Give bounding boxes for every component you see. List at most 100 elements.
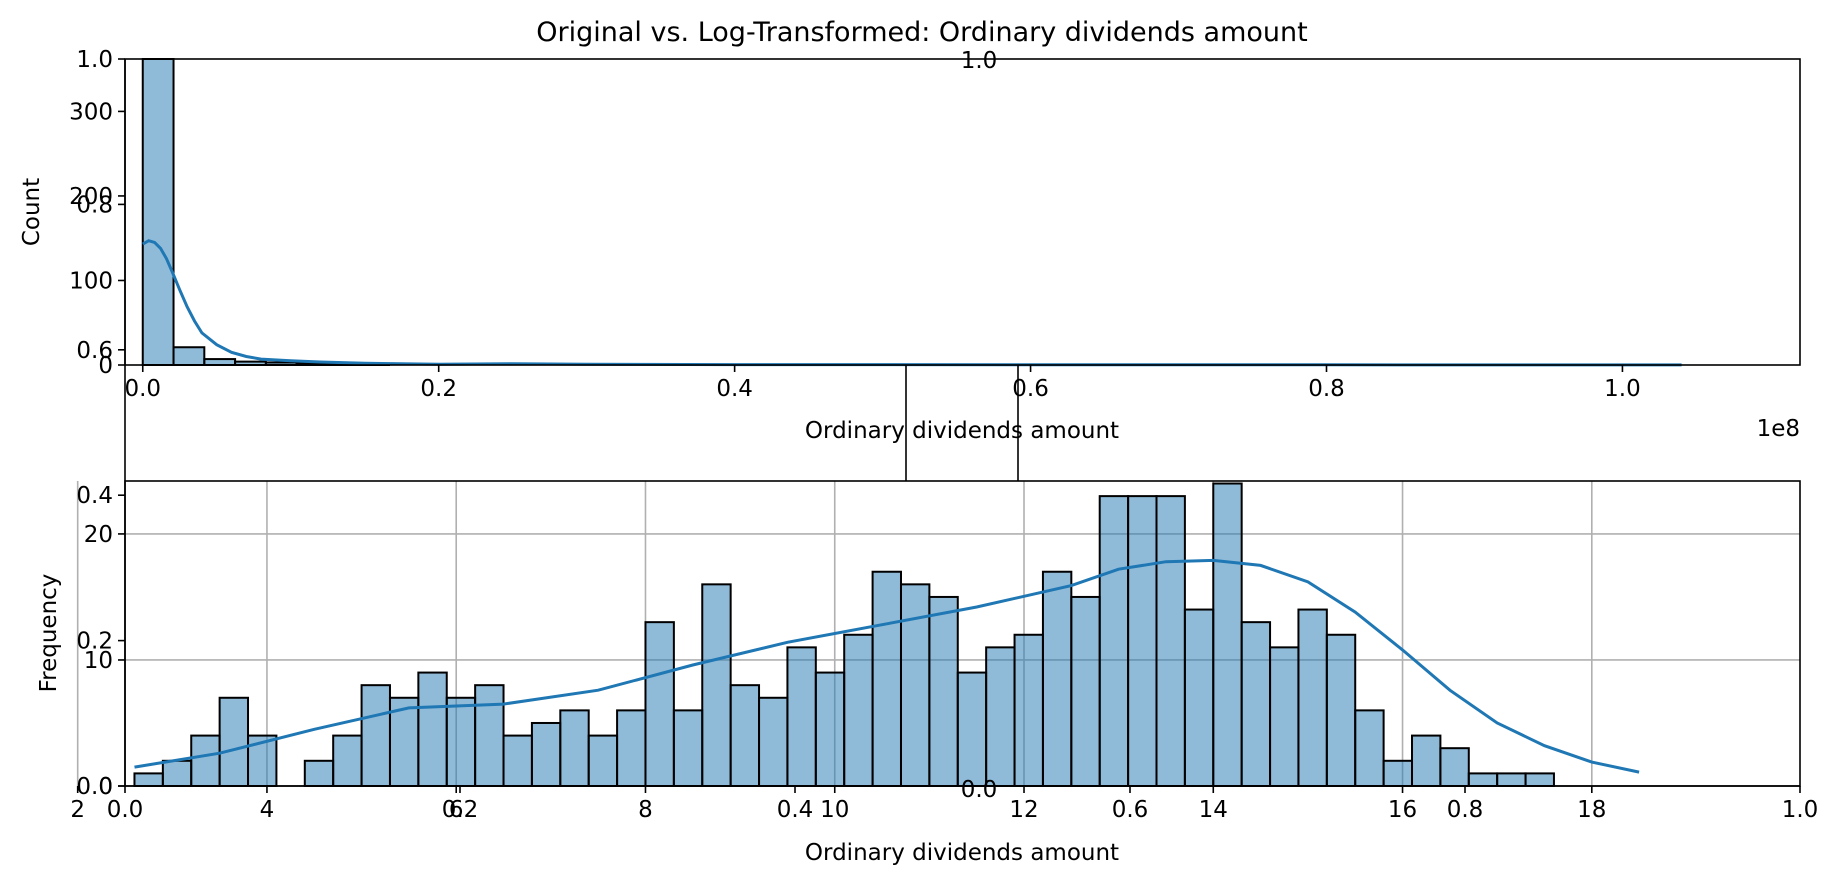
histogram-bar — [758, 696, 789, 787]
kde-line-original — [142, 239, 1682, 367]
histogram-bar — [559, 709, 590, 788]
overlay-bottom-ticks: 0.0 0.2 0.4 0.6 0.8 1.0 — [107, 786, 1819, 823]
x-tick-label: 18 — [1577, 797, 1606, 823]
y-axis-label-original: Count — [19, 178, 45, 246]
histogram-bar — [1240, 621, 1272, 788]
overlay-y-tick-label: 1.0 — [76, 47, 113, 73]
overlay-center-tick: 0.0 — [961, 777, 998, 803]
histogram-bar — [587, 734, 619, 788]
x-offset-text: 1e8 — [1757, 416, 1800, 442]
x-tick-label: 6 — [449, 797, 464, 823]
chart-title: Original vs. Log-Transformed: Ordinary d… — [536, 17, 1307, 48]
kde-line-log — [134, 558, 1640, 774]
y-axis-label-log: Frequency — [36, 574, 62, 693]
overlay-x-tick-label: 0.8 — [1447, 797, 1484, 823]
y-tick-label: 200 — [69, 184, 113, 210]
histogram-bar — [417, 671, 448, 787]
histogram-bar — [1269, 646, 1300, 788]
histogram-bar — [985, 646, 1016, 788]
x-tick-label: 16 — [1388, 797, 1417, 823]
x-tick-label: 0.2 — [420, 376, 457, 402]
histogram-bar — [1098, 495, 1130, 787]
overlay-y-tick-label: 0.0 — [76, 774, 113, 800]
x-ticks-original: 0.0 0.2 0.4 0.6 0.8 1.0 — [124, 365, 1641, 402]
y-tick-label: 0 — [98, 774, 113, 800]
histogram-bar — [161, 759, 193, 788]
x-tick-label: 4 — [260, 797, 275, 823]
histogram-bar — [1439, 747, 1470, 787]
histogram-bar — [530, 721, 562, 787]
histogram-bar — [502, 734, 533, 788]
bars-log — [133, 482, 1555, 788]
histogram-bar — [928, 595, 959, 788]
overlay-axes: 1.0 0.8 0.6 0.4 0.2 0.0 0.0 0.2 0.4 0.6 0.8 1.0 1.… — [76, 47, 1818, 823]
histogram-bar — [899, 583, 931, 787]
histogram-bar — [1354, 709, 1385, 788]
overlay-x-tick-label: 0.2 — [442, 797, 479, 823]
y-ticks-log: 0 10 20 — [84, 522, 125, 800]
histogram-bar — [141, 58, 175, 366]
histogram-bar — [786, 646, 817, 788]
histogram-bar — [1183, 608, 1215, 787]
histogram-bar — [1297, 608, 1328, 787]
histogram-bar — [190, 734, 221, 788]
y-tick-label: 300 — [69, 99, 113, 125]
x-tick-label: 0.0 — [124, 376, 161, 402]
overlay-x-tick-label: 0.0 — [107, 797, 144, 823]
histogram-bar — [1155, 495, 1186, 787]
overlay-y-tick-label: 0.2 — [76, 629, 113, 655]
histogram-bar — [956, 671, 988, 787]
histogram-bar — [1041, 570, 1073, 787]
overlay-x-tick-label: 1.0 — [1782, 797, 1819, 823]
histogram-original: Original vs. Log-Transformed: Ordinary d… — [19, 17, 1801, 444]
histogram-bar — [644, 621, 675, 788]
bars-original — [141, 58, 390, 367]
histogram-bar — [1070, 595, 1101, 788]
histogram-bar — [871, 570, 902, 787]
overlay-left-ticks: 1.0 0.8 0.6 0.4 0.2 0.0 — [76, 47, 125, 800]
x-tick-label: 10 — [820, 797, 849, 823]
histogram-bar — [814, 671, 846, 787]
x-tick-label: 0.4 — [716, 376, 753, 402]
x-tick-label: 0.8 — [1308, 376, 1345, 402]
y-tick-label: 0 — [98, 353, 113, 379]
x-tick-label: 8 — [638, 797, 653, 823]
histogram-bar — [172, 346, 206, 367]
y-tick-label: 20 — [84, 522, 113, 548]
histogram-log: 2 4 6 8 10 12 14 16 18 0 10 20 Frequency Ordinary … — [36, 480, 1801, 866]
histogram-bar — [616, 709, 647, 788]
y-tick-label: 10 — [84, 648, 113, 674]
histogram-bar — [729, 684, 761, 788]
x-axis-label-original: Ordinary dividends amount — [805, 418, 1119, 444]
histogram-bar — [1382, 759, 1414, 788]
histogram-bar — [332, 734, 363, 788]
histogram-bar — [303, 759, 335, 788]
histogram-bar — [1212, 482, 1243, 787]
x-ticks-log: 2 4 6 8 10 12 14 16 18 — [70, 786, 1606, 823]
x-axis-label-log: Ordinary dividends amount — [805, 840, 1119, 866]
histogram-bar — [445, 696, 477, 787]
histogram-bar — [843, 633, 874, 787]
histogram-bar — [203, 358, 237, 367]
overlay-y-tick-label: 0.6 — [76, 338, 113, 364]
histogram-bar — [1496, 772, 1527, 787]
x-tick-label: 12 — [1009, 797, 1038, 823]
histogram-bar — [1127, 495, 1158, 787]
histogram-bar — [474, 684, 505, 788]
overlay-x-tick-label: 0.6 — [1112, 797, 1149, 823]
plot-frame-original — [124, 58, 1801, 366]
histogram-bar — [672, 709, 704, 788]
y-ticks-original: 0 100 200 300 — [69, 99, 125, 379]
x-tick-label: 1.0 — [1604, 376, 1641, 402]
histogram-bar — [1467, 772, 1499, 787]
histogram-bar — [360, 684, 391, 788]
histogram-bar — [133, 772, 164, 787]
overlay-x-tick-label: 0.4 — [777, 797, 814, 823]
histogram-bar — [1411, 734, 1442, 788]
x-tick-label: 2 — [70, 797, 85, 823]
histogram-bar — [1013, 633, 1044, 787]
overlay-y-tick-label: 0.8 — [76, 192, 113, 218]
histogram-bar — [1524, 772, 1555, 787]
x-tick-label: 14 — [1199, 797, 1228, 823]
